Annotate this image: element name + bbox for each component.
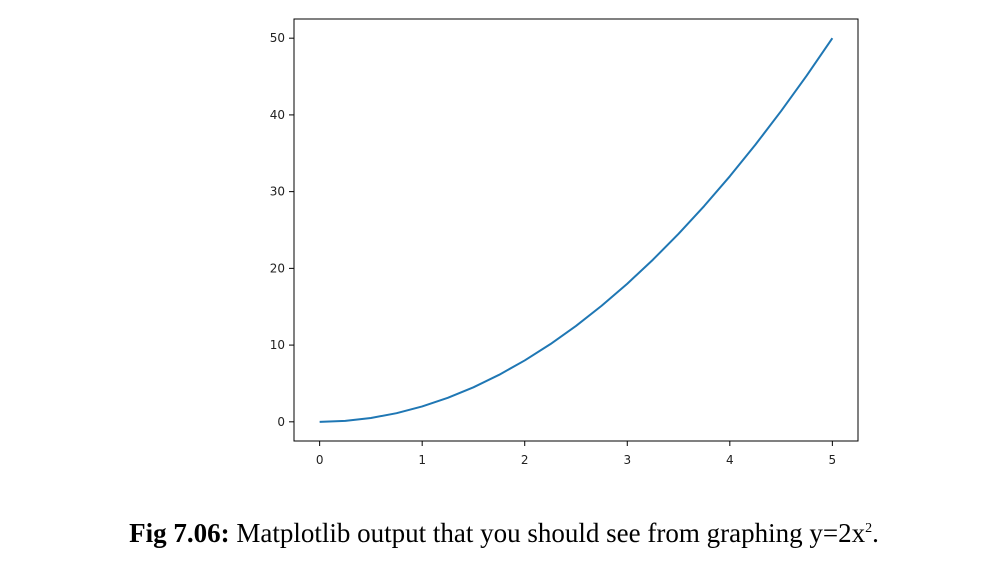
y-tick-label: 50 [270, 31, 285, 45]
plot-area [293, 18, 859, 442]
caption-superscript: 2 [865, 521, 873, 536]
y-tick-label: 30 [270, 185, 285, 199]
series-lines [319, 37, 834, 423]
y-tick-label: 20 [270, 261, 285, 275]
caption-text: Matplotlib output that you should see fr… [229, 518, 866, 548]
caption-end: . [872, 518, 879, 548]
x-tick-label: 5 [829, 453, 837, 467]
x-tick-label: 1 [418, 453, 426, 467]
x-tick-label: 3 [623, 453, 631, 467]
figure-caption: Fig 7.06: Matplotlib output that you sho… [0, 518, 1008, 549]
x-tick-label: 0 [316, 453, 324, 467]
y-tick-label: 0 [277, 415, 285, 429]
x-tick-label: 2 [521, 453, 529, 467]
chart-svg: 0 1 2 3 4 5 0 10 20 30 40 50 [270, 18, 859, 467]
caption-label: Fig 7.06: [129, 518, 230, 548]
y-tick-label: 10 [270, 338, 285, 352]
series-line [319, 37, 834, 423]
chart: 0 1 2 3 4 5 0 10 20 30 40 50 [270, 18, 859, 467]
x-axis-ticks: 0 1 2 3 4 5 [316, 441, 836, 467]
y-tick-label: 40 [270, 108, 285, 122]
y-axis-ticks: 0 10 20 30 40 50 [270, 31, 294, 429]
x-tick-label: 4 [726, 453, 734, 467]
